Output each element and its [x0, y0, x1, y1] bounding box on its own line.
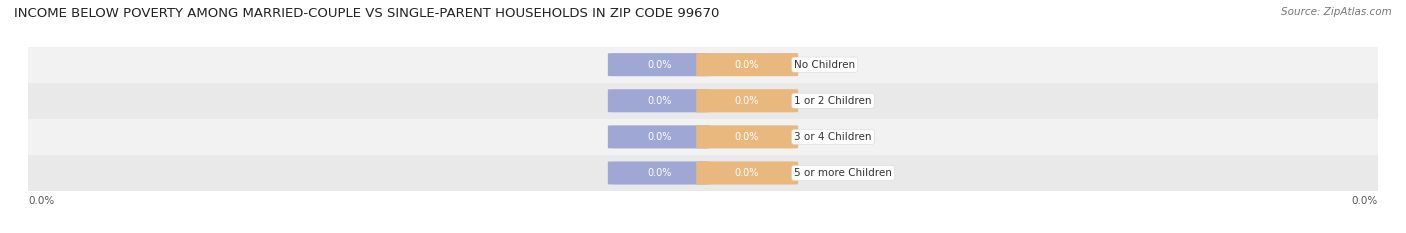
Text: 0.0%: 0.0%	[647, 60, 671, 70]
FancyBboxPatch shape	[607, 125, 710, 148]
FancyBboxPatch shape	[607, 89, 710, 112]
Text: 0.0%: 0.0%	[735, 96, 759, 106]
Text: 0.0%: 0.0%	[647, 168, 671, 178]
Text: 0.0%: 0.0%	[735, 60, 759, 70]
Text: No Children: No Children	[794, 60, 855, 70]
Text: 5 or more Children: 5 or more Children	[794, 168, 891, 178]
Text: 0.0%: 0.0%	[647, 96, 671, 106]
Text: 0.0%: 0.0%	[735, 132, 759, 142]
Bar	[28, 119, 1378, 155]
Text: Source: ZipAtlas.com: Source: ZipAtlas.com	[1281, 7, 1392, 17]
Bar	[28, 47, 1378, 83]
Text: 0.0%: 0.0%	[1351, 196, 1378, 206]
FancyBboxPatch shape	[696, 161, 799, 185]
FancyBboxPatch shape	[696, 89, 799, 112]
Text: 0.0%: 0.0%	[735, 168, 759, 178]
Text: 3 or 4 Children: 3 or 4 Children	[794, 132, 872, 142]
FancyBboxPatch shape	[607, 53, 710, 76]
Bar	[28, 83, 1378, 119]
Text: 1 or 2 Children: 1 or 2 Children	[794, 96, 872, 106]
FancyBboxPatch shape	[696, 125, 799, 148]
Text: 0.0%: 0.0%	[28, 196, 55, 206]
Bar	[28, 155, 1378, 191]
FancyBboxPatch shape	[607, 161, 710, 185]
Text: INCOME BELOW POVERTY AMONG MARRIED-COUPLE VS SINGLE-PARENT HOUSEHOLDS IN ZIP COD: INCOME BELOW POVERTY AMONG MARRIED-COUPL…	[14, 7, 720, 20]
Text: 0.0%: 0.0%	[647, 132, 671, 142]
FancyBboxPatch shape	[696, 53, 799, 76]
